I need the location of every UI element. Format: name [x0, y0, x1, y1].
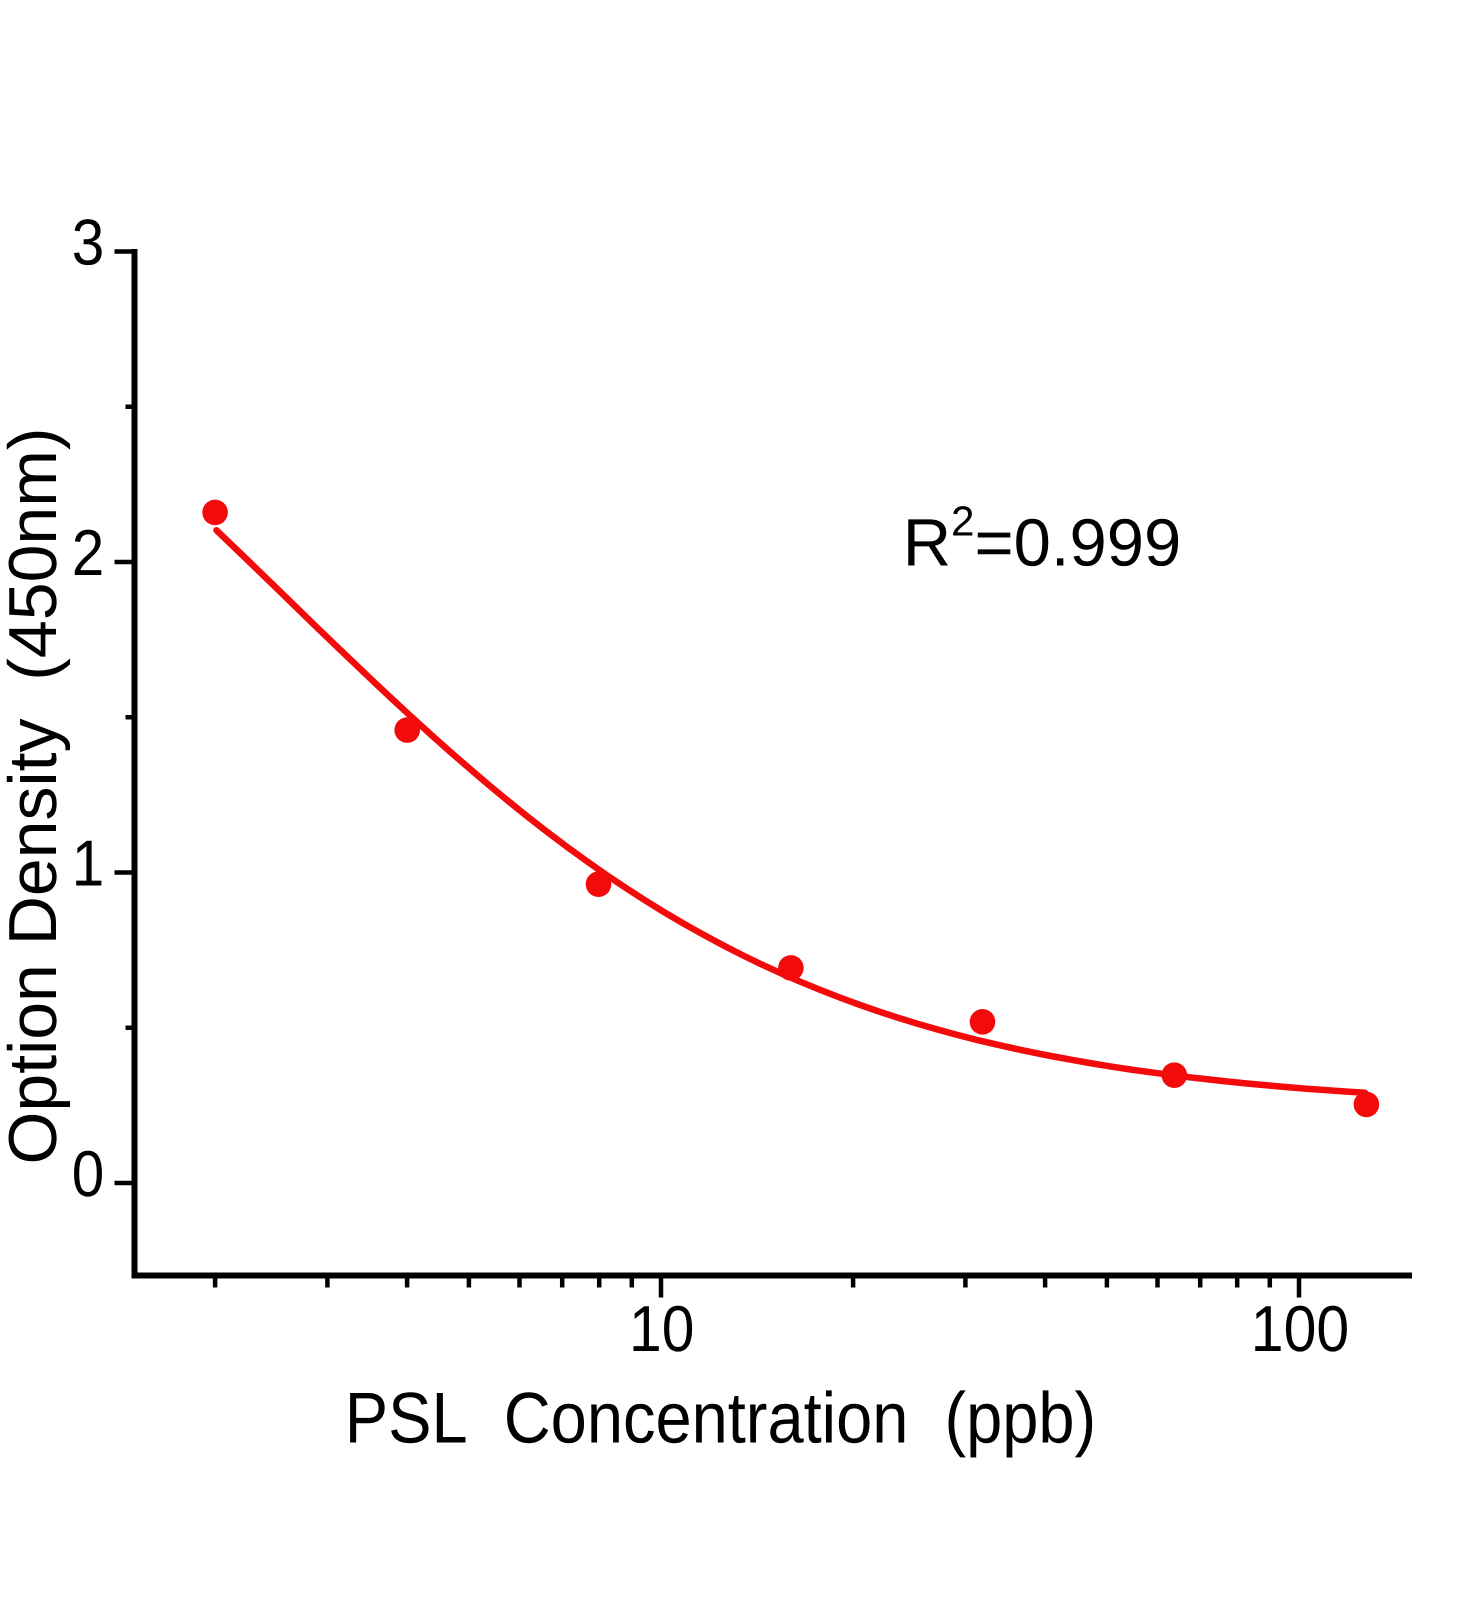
svg-text:10: 10 — [629, 1292, 694, 1365]
svg-text:1: 1 — [72, 827, 105, 900]
svg-text:R: R — [903, 506, 951, 581]
svg-text:3: 3 — [72, 206, 105, 279]
svg-text:=0.999: =0.999 — [974, 506, 1181, 581]
svg-text:100: 100 — [1251, 1292, 1349, 1365]
svg-text:Option Density (450nm): Option Density (450nm) — [0, 428, 71, 1165]
svg-text:0: 0 — [72, 1137, 105, 1210]
svg-text:2: 2 — [72, 516, 105, 589]
svg-text:PSL Concentration (ppb): PSL Concentration (ppb) — [345, 1379, 1096, 1459]
